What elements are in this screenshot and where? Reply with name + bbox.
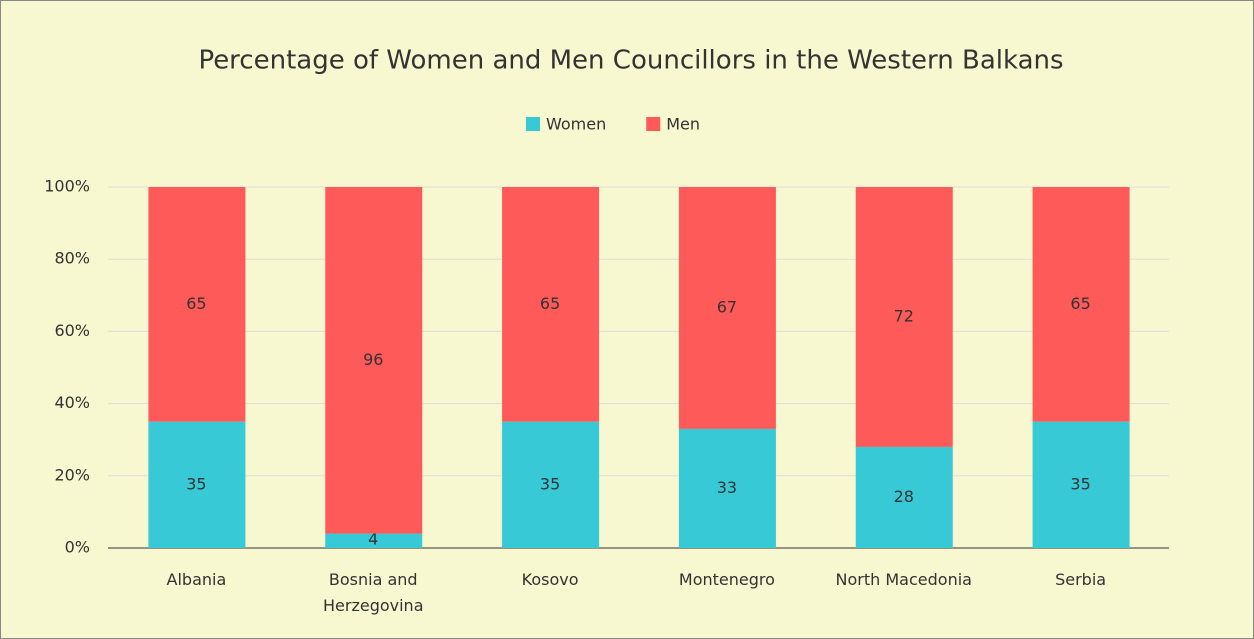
- y-tick-label: 20%: [54, 465, 90, 484]
- legend-label: Men: [666, 115, 700, 134]
- y-tick-label: 0%: [65, 538, 90, 557]
- bar-segment: [855, 446, 953, 548]
- x-tick-label: Serbia: [1055, 570, 1107, 589]
- bar-segment: [325, 533, 423, 548]
- bar-segment: [855, 187, 953, 447]
- x-tick-label: Montenegro: [678, 570, 775, 589]
- legend-label: Women: [546, 115, 606, 134]
- data-label: 65: [1070, 294, 1090, 313]
- data-label: 35: [186, 474, 206, 493]
- data-label: 72: [894, 306, 914, 325]
- legend-swatch: [526, 117, 540, 131]
- data-label: 65: [540, 294, 560, 313]
- y-tick-label: 40%: [54, 393, 90, 412]
- data-label: 35: [1070, 474, 1090, 493]
- x-tick-label: North Macedonia: [835, 570, 972, 589]
- x-tick-label: Bosnia and Herzegovina: [323, 570, 424, 615]
- bar-segment: [325, 187, 423, 534]
- bar-segment: [148, 187, 246, 422]
- y-tick-label: 60%: [54, 321, 90, 340]
- x-tick-label: Albania: [166, 570, 227, 589]
- data-label: 33: [717, 478, 737, 497]
- y-tick-label: 100%: [44, 177, 90, 196]
- data-label: 96: [363, 350, 383, 369]
- bar-segment: [678, 428, 776, 548]
- legend-swatch: [646, 117, 661, 131]
- bar-segment: [1032, 187, 1130, 422]
- data-label: 28: [894, 487, 914, 506]
- data-label: 4: [368, 530, 378, 549]
- chart-title: Percentage of Women and Men Councillors …: [198, 46, 1063, 76]
- bar-segment: [678, 187, 776, 429]
- data-label: 65: [186, 294, 206, 313]
- bar-segment: [502, 187, 600, 422]
- bar-segment: [502, 421, 600, 548]
- bar-segment: [1032, 421, 1130, 548]
- data-label: 67: [717, 297, 737, 316]
- data-label: 35: [540, 474, 560, 493]
- y-tick-label: 80%: [54, 249, 90, 268]
- bar-segment: [148, 421, 246, 548]
- x-tick-label: Kosovo: [521, 570, 579, 589]
